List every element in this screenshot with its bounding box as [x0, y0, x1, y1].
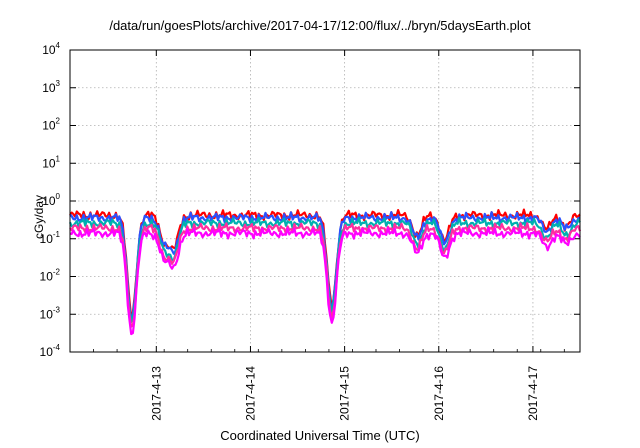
x-tick-label: 2017-4-17: [526, 366, 540, 421]
plot-frame: [69, 49, 581, 353]
x-axis-label: Coordinated Universal Time (UTC): [220, 428, 420, 443]
y-tick-label: 10-3: [40, 305, 61, 321]
data-series-line: [69, 226, 581, 336]
y-tick-label: 10-2: [40, 268, 61, 284]
x-tick-label: 2017-4-13: [149, 366, 163, 421]
x-tick-label: 2017-4-14: [243, 366, 257, 421]
chart-title: /data/run/goesPlots/archive/2017-04-17/1…: [109, 18, 531, 33]
y-tick-label: 103: [42, 79, 60, 95]
y-tick-label: 100: [42, 192, 60, 208]
x-tick-label: 2017-4-15: [338, 366, 352, 421]
x-tick-label: 2017-4-16: [432, 366, 446, 421]
y-tick-label: 102: [42, 117, 60, 133]
y-tick-label: 104: [42, 41, 60, 57]
y-tick-label: 10-4: [40, 343, 61, 359]
y-tick-label: 10-1: [40, 230, 61, 246]
y-tick-label: 101: [42, 154, 60, 170]
